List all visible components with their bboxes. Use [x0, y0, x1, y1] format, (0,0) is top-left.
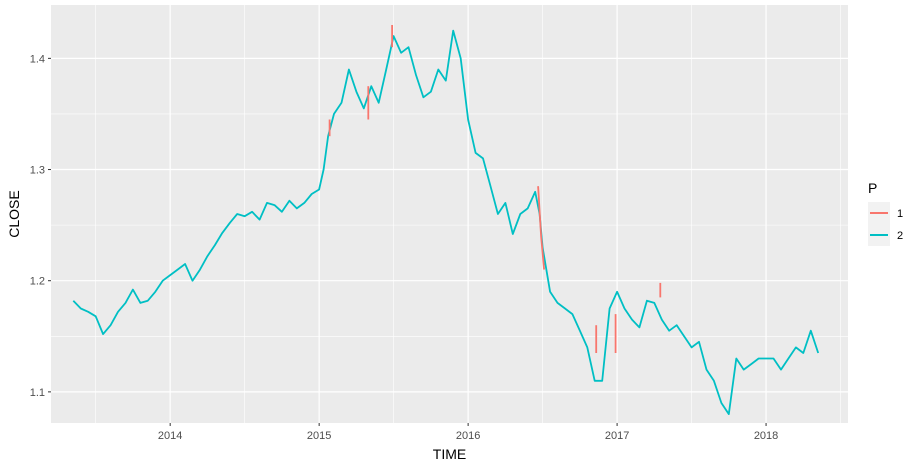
legend: P 12: [868, 180, 903, 246]
plot-panel: [51, 5, 848, 423]
x-tick-label: 2017: [605, 430, 629, 442]
legend-keys: 12: [868, 202, 903, 246]
x-tick-label: 2015: [307, 430, 331, 442]
legend-label-1: 1: [897, 208, 903, 220]
x-tick-label: 2014: [158, 430, 182, 442]
series-segment-1: [537, 186, 545, 270]
y-tick-label: 1.3: [30, 165, 45, 177]
y-axis-title: CLOSE: [6, 190, 22, 237]
legend-label-2: 2: [897, 230, 903, 242]
y-tick-label: 1.4: [30, 53, 45, 65]
legend-title: P: [868, 180, 877, 196]
axis-ticks: 2014 2015 2016 2017 2018 1.1 1.2 1.3 1.4: [30, 53, 779, 442]
y-tick-label: 1.2: [30, 276, 45, 288]
grid-minor: [51, 5, 848, 423]
y-tick-label: 1.1: [30, 387, 45, 399]
x-axis-title: TIME: [433, 446, 466, 462]
x-tick-label: 2016: [456, 430, 480, 442]
x-tick-label: 2018: [754, 430, 778, 442]
grid-major: [51, 5, 848, 423]
series-line-2: [72, 29, 820, 416]
series-layer: [72, 25, 820, 416]
